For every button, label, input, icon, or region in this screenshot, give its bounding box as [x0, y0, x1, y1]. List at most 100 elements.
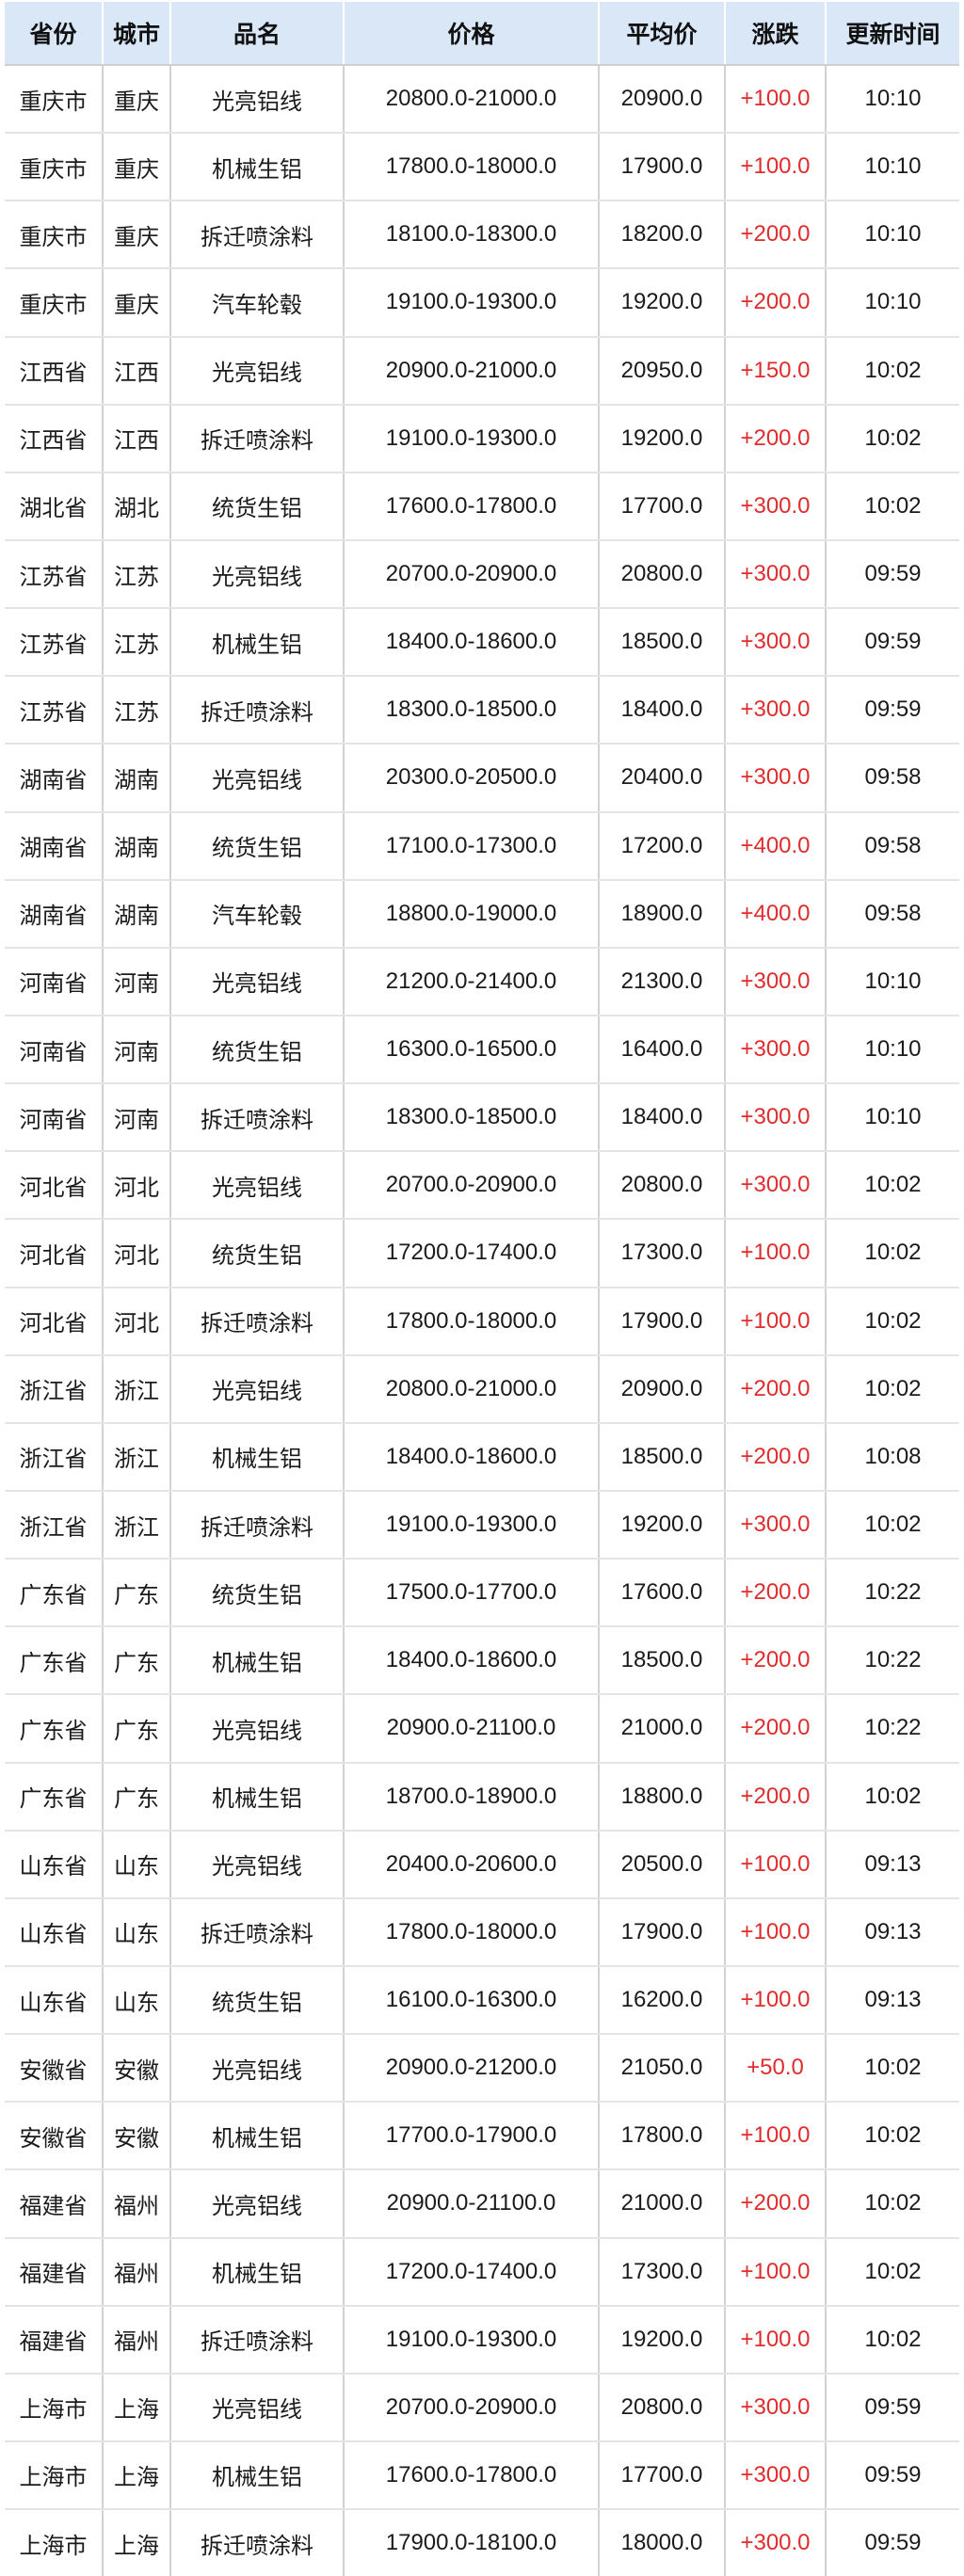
cell-price-range: 18800.0-19000.0 [345, 880, 600, 947]
column-header-city: 城市 [104, 2, 171, 64]
cell-city: 湖南 [104, 744, 171, 811]
cell-updated: 10:10 [864, 968, 922, 994]
column-header-product: 品名 [171, 2, 345, 64]
cell-change: +300.0 [726, 1016, 827, 1083]
cell-updated: 09:58 [864, 832, 922, 858]
column-header-price-range: 价格 [345, 2, 600, 64]
cell-avg-price: 20800.0 [600, 2374, 726, 2440]
cell-product: 机械生铝 [171, 1763, 345, 1830]
cell-updated: 10:02 [864, 357, 922, 383]
cell-product: 光亮铝线 [171, 744, 345, 811]
cell-avg-price: 21000.0 [600, 2170, 726, 2237]
table-row: 河南省 河南 光亮铝线 21200.0-21400.0 21300.0 +300… [5, 948, 959, 1016]
cell-avg-price: 20400.0 [600, 744, 726, 811]
cell-city: 河北 [104, 1288, 171, 1354]
cell-updated: 09:59 [864, 2461, 922, 2488]
cell-province: 山东省 [5, 1898, 104, 1965]
cell-price-range: 19100.0-19300.0 [345, 269, 600, 336]
cell-updated: 09:13 [864, 1918, 922, 1944]
cell-price-range: 21200.0-21400.0 [345, 948, 600, 1015]
column-header-avg-price: 平均价 [600, 2, 726, 64]
cell-price-range: 17200.0-17400.0 [345, 1220, 600, 1287]
cell-avg-price: 17900.0 [600, 1288, 726, 1354]
cell-change: +200.0 [726, 1355, 827, 1422]
cell-city: 福州 [104, 2306, 171, 2373]
cell-updated: 10:02 [864, 2055, 922, 2081]
table-row: 浙江省 浙江 拆迁喷涂料 19100.0-19300.0 19200.0 +30… [5, 1491, 959, 1560]
column-header-change: 涨跌 [726, 2, 827, 64]
cell-updated: 10:02 [864, 1307, 922, 1334]
cell-province: 湖南省 [5, 812, 104, 879]
cell-price-range: 20900.0-21200.0 [345, 2035, 600, 2102]
cell-change: +300.0 [726, 2441, 827, 2509]
cell-updated: 10:10 [864, 86, 922, 112]
cell-updated: 09:59 [864, 2393, 922, 2420]
cell-province: 湖北省 [5, 472, 104, 539]
cell-city: 安徽 [104, 2103, 171, 2169]
table-row: 上海市 上海 机械生铝 17600.0-17800.0 17700.0 +300… [5, 2441, 959, 2511]
cell-updated: 10:02 [864, 1375, 922, 1401]
cell-city: 重庆 [104, 269, 171, 336]
cell-change: +200.0 [726, 1695, 827, 1762]
cell-updated: 10:02 [864, 1172, 922, 1198]
cell-change: +200.0 [726, 269, 827, 336]
cell-province: 浙江省 [5, 1491, 104, 1559]
cell-product: 机械生铝 [171, 2238, 345, 2305]
cell-city: 重庆 [104, 134, 171, 200]
cell-price-range: 20400.0-20600.0 [345, 1831, 600, 1897]
cell-province: 浙江省 [5, 1423, 104, 1490]
cell-city: 浙江 [104, 1491, 171, 1559]
table-header-row: 省份 城市 品名 价格 平均价 涨跌 更新时间 [5, 2, 959, 66]
cell-province: 福建省 [5, 2170, 104, 2237]
cell-price-range: 20300.0-20500.0 [345, 744, 600, 811]
cell-province: 江西省 [5, 337, 104, 404]
cell-change: +200.0 [726, 1763, 827, 1830]
cell-updated: 10:22 [864, 1647, 922, 1673]
cell-price-range: 20900.0-21100.0 [345, 2170, 600, 2237]
cell-province: 江苏省 [5, 609, 104, 676]
table-row: 上海市 上海 光亮铝线 20700.0-20900.0 20800.0 +300… [5, 2374, 959, 2442]
cell-change: +400.0 [726, 812, 827, 879]
cell-price-range: 16300.0-16500.0 [345, 1016, 600, 1083]
cell-updated: 10:02 [864, 2122, 922, 2149]
cell-product: 光亮铝线 [171, 540, 345, 608]
cell-product: 机械生铝 [171, 1627, 345, 1694]
cell-province: 山东省 [5, 1831, 104, 1897]
cell-updated: 09:59 [864, 629, 922, 655]
cell-change: +50.0 [726, 2035, 827, 2102]
cell-updated: 09:13 [864, 1987, 922, 2012]
cell-change: +300.0 [726, 1152, 827, 1219]
cell-product: 光亮铝线 [171, 337, 345, 404]
cell-price-range: 19100.0-19300.0 [345, 2306, 600, 2373]
table-row: 山东省 山东 光亮铝线 20400.0-20600.0 20500.0 +100… [5, 1831, 959, 1899]
cell-updated: 10:02 [864, 2326, 922, 2352]
cell-city: 广东 [104, 1763, 171, 1830]
table-row: 山东省 山东 拆迁喷涂料 17800.0-18000.0 17900.0 +10… [5, 1898, 959, 1967]
cell-updated: 10:02 [864, 2258, 922, 2284]
cell-change: +200.0 [726, 1423, 827, 1490]
cell-change: +300.0 [726, 677, 827, 744]
cell-price-range: 20700.0-20900.0 [345, 1152, 600, 1219]
cell-avg-price: 18400.0 [600, 677, 726, 744]
cell-product: 拆迁喷涂料 [171, 2510, 345, 2576]
cell-province: 上海市 [5, 2441, 104, 2509]
cell-change: +300.0 [726, 744, 827, 811]
cell-price-range: 20800.0-21000.0 [345, 66, 600, 133]
cell-city: 山东 [104, 1898, 171, 1965]
cell-avg-price: 17900.0 [600, 134, 726, 200]
cell-updated: 10:10 [864, 153, 922, 180]
cell-city: 山东 [104, 1831, 171, 1897]
cell-province: 重庆市 [5, 201, 104, 268]
cell-change: +300.0 [726, 2374, 827, 2440]
table-row: 河南省 河南 拆迁喷涂料 18300.0-18500.0 18400.0 +30… [5, 1084, 959, 1153]
cell-change: +150.0 [726, 337, 827, 404]
cell-updated: 10:02 [864, 2190, 922, 2216]
cell-province: 山东省 [5, 1966, 104, 2034]
table-row: 江西省 江西 光亮铝线 20900.0-21000.0 20950.0 +150… [5, 337, 959, 406]
cell-price-range: 17800.0-18000.0 [345, 1288, 600, 1354]
cell-city: 浙江 [104, 1355, 171, 1422]
table-row: 江苏省 江苏 拆迁喷涂料 18300.0-18500.0 18400.0 +30… [5, 677, 959, 745]
cell-avg-price: 18900.0 [600, 880, 726, 947]
table-row: 福建省 福州 光亮铝线 20900.0-21100.0 21000.0 +200… [5, 2170, 959, 2239]
table-row: 福建省 福州 拆迁喷涂料 19100.0-19300.0 19200.0 +10… [5, 2306, 959, 2375]
